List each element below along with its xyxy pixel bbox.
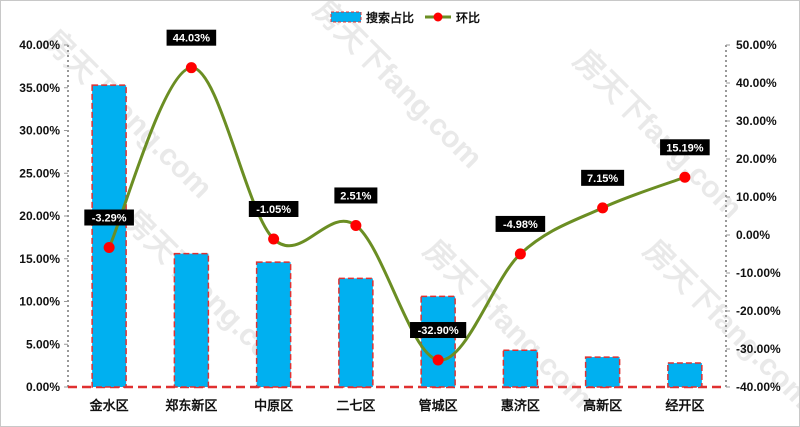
line-point	[679, 171, 691, 183]
data-label: -32.90%	[418, 325, 459, 337]
line-point	[432, 354, 444, 366]
bar	[255, 261, 292, 388]
right-tick-label: 0.00%	[736, 228, 770, 242]
left-tick-label: 25.00%	[19, 166, 60, 180]
bar-series	[91, 84, 703, 388]
data-label-box	[166, 29, 217, 46]
category-label: 郑东新区	[165, 398, 217, 413]
category-label: 二七区	[336, 398, 375, 413]
data-label: 2.51%	[340, 190, 371, 202]
line-point	[350, 219, 362, 231]
category-label: 中原区	[254, 398, 293, 413]
left-tick-label: 15.00%	[19, 252, 60, 266]
right-tick-label: 20.00%	[736, 152, 777, 166]
data-label-box	[495, 215, 546, 232]
watermark-text: 房天下fang.com	[567, 44, 748, 225]
left-tick-label: 40.00%	[19, 38, 60, 52]
right-tick-label: 30.00%	[736, 114, 777, 128]
legend-label-bar: 搜索占比	[366, 10, 414, 25]
watermark-text: 房天下fang.com	[37, 24, 218, 205]
right-tick-label: 40.00%	[736, 76, 777, 90]
bar	[338, 277, 374, 388]
data-label-box	[410, 322, 467, 339]
left-tick-label: 0.00%	[26, 380, 60, 394]
line-point	[268, 233, 280, 245]
data-label: -4.98%	[503, 219, 538, 231]
data-label: 15.19%	[666, 142, 704, 154]
legend-label-line: 环比	[456, 10, 480, 25]
left-tick-label: 30.00%	[19, 124, 60, 138]
category-label: 高新区	[583, 398, 622, 413]
data-label-box	[334, 187, 378, 204]
watermark-layer: 房天下fang.com 房天下fang.com 房天下fang.com房天下fang…	[37, 1, 799, 415]
left-tick-label: 35.00%	[19, 81, 60, 95]
data-label-box	[581, 169, 625, 186]
line-point	[185, 62, 197, 74]
line-point	[103, 242, 115, 254]
right-tick-label: 50.00%	[736, 38, 777, 52]
bar	[91, 84, 127, 388]
data-label-box	[84, 209, 134, 226]
category-label: 管城区	[419, 398, 458, 413]
left-tick-label: 5.00%	[26, 337, 60, 351]
data-label: -1.05%	[256, 204, 291, 216]
category-label: 金水区	[89, 398, 129, 413]
data-label-box	[248, 200, 299, 217]
line-point	[514, 248, 526, 260]
right-tick-label: -30.00%	[736, 342, 781, 356]
bar	[173, 252, 210, 388]
right-tick-label: -10.00%	[736, 266, 781, 280]
line-series	[103, 62, 691, 366]
right-tick-label: 10.00%	[736, 190, 777, 204]
axes: 0.00% 5.00% 10.00% 15.00% 20.00% 25.00% 30.00%…	[19, 38, 781, 413]
data-label-box	[660, 139, 710, 156]
data-label: 7.15%	[587, 173, 618, 185]
left-tick-label: 10.00%	[19, 295, 60, 309]
legend-swatch-marker	[433, 12, 443, 22]
right-tick-label: -20.00%	[736, 304, 781, 318]
watermark-text: 房天下fang.com	[307, 1, 488, 175]
bar	[420, 295, 456, 388]
left-tick-label: 20.00%	[19, 209, 60, 223]
bar	[667, 362, 703, 388]
bar	[584, 356, 621, 388]
category-label: 惠济区	[501, 398, 540, 413]
data-labels: -3.29% 44.03% -1.05% 2.51% -32.90% -4.98% 7.15…	[84, 29, 710, 339]
legend: 搜索占比 环比	[330, 10, 480, 25]
line-point	[597, 202, 609, 214]
right-tick-label: -40.00%	[736, 380, 781, 394]
data-label: -3.29%	[92, 213, 127, 225]
data-label: 44.03%	[173, 33, 211, 45]
bar	[502, 349, 539, 388]
category-label: 经开区	[665, 398, 704, 413]
legend-swatch-bar	[330, 11, 362, 23]
